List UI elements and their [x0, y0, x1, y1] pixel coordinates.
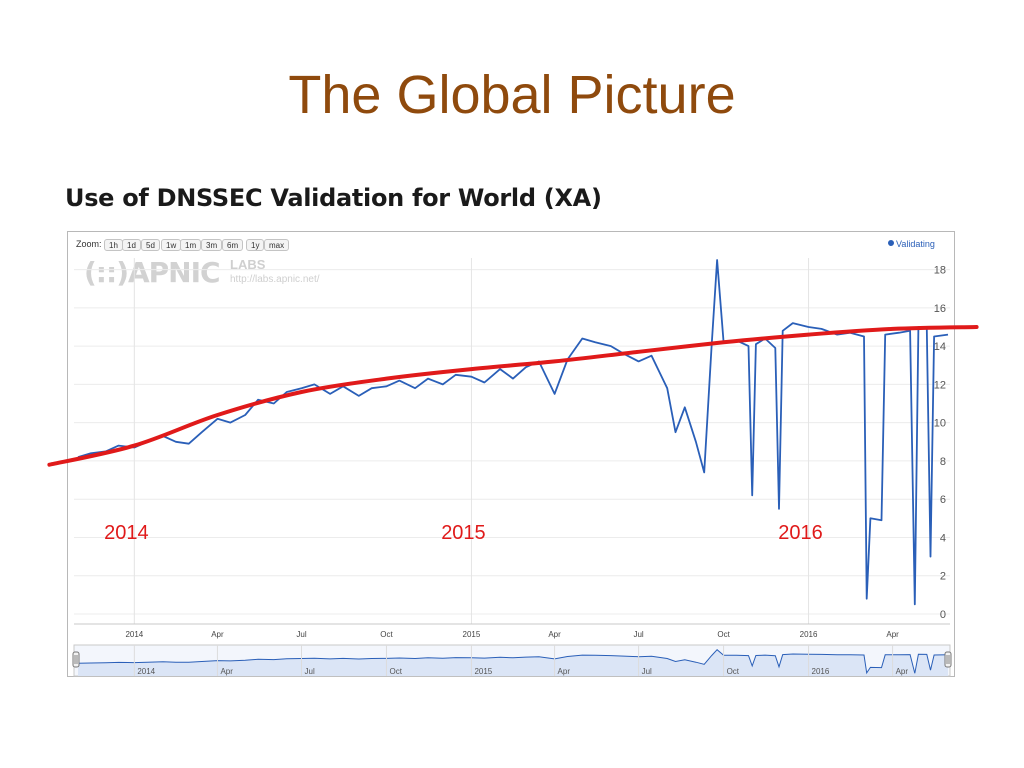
zoom-button-1y[interactable]: 1y — [246, 239, 265, 251]
year-annotation-2016: 2016 — [778, 522, 823, 544]
year-annotation-2015: 2015 — [441, 522, 486, 544]
navigator-handle-left[interactable] — [72, 651, 80, 668]
x-tick-label: 2016 — [800, 630, 818, 639]
y-tick-label: 10 — [934, 418, 946, 430]
legend-marker — [888, 240, 894, 246]
zoom-label: Zoom: — [76, 239, 102, 249]
navigator-area — [78, 649, 948, 676]
x-tick-label: Jul — [296, 630, 306, 639]
series-layer — [77, 259, 949, 606]
chart-heading: Use of DNSSEC Validation for World (XA) — [65, 184, 602, 212]
navigator-tick-label: 2015 — [474, 667, 492, 676]
x-tick-label: 2015 — [463, 630, 481, 639]
navigator-tick-label: Apr — [220, 667, 233, 676]
x-tick-label: Apr — [211, 630, 224, 639]
zoom-button-5d[interactable]: 5d — [141, 239, 160, 251]
navigator-tick-label: Apr — [896, 667, 909, 676]
y-tick-label: 4 — [940, 532, 946, 544]
navigator-tick-label: 2016 — [812, 667, 830, 676]
chart-frame — [67, 231, 955, 677]
y-tick-label: 8 — [940, 456, 946, 468]
apnic-logo-labs: LABS — [230, 257, 266, 272]
y-tick-label: 2 — [940, 571, 946, 583]
grid-layer — [74, 258, 950, 624]
y-tick-label: 14 — [934, 341, 946, 353]
apnic-logo-url: http://labs.apnic.net/ — [230, 274, 320, 285]
x-tick-label: Oct — [717, 630, 730, 639]
legend-label: Validating — [896, 239, 935, 249]
trend-line — [47, 325, 979, 467]
x-tick-label: Apr — [548, 630, 561, 639]
x-tick-label: 2014 — [125, 630, 143, 639]
navigator-tick-label: 2014 — [137, 667, 155, 676]
y-tick-label: 18 — [934, 265, 946, 277]
zoom-button-3m[interactable]: 3m — [201, 239, 223, 251]
trend-layer — [47, 325, 979, 467]
x-tick-label: Oct — [380, 630, 393, 639]
zoom-button-6m[interactable]: 6m — [222, 239, 244, 251]
year-annotation-2014: 2014 — [104, 522, 149, 544]
navigator-line — [77, 649, 949, 675]
navigator-tick-label: Jul — [642, 667, 652, 676]
apnic-logo-mark: (::)APNIC — [84, 256, 221, 289]
navigator-tick-label: Oct — [389, 667, 402, 676]
navigator-tick-label: Jul — [305, 667, 315, 676]
axis-layer: 0 2 4 6 8 10 12 14 16 18 2014 Apr Jul Oct 2015 Apr Jul Oc… — [74, 265, 950, 639]
zoom-button-max[interactable]: max — [264, 239, 290, 251]
navigator-handle-right[interactable] — [944, 651, 952, 668]
apnic-labs-logo: (::)APNIC LABS http://labs.apnic.net/ — [84, 256, 384, 292]
x-tick-label: Apr — [886, 630, 899, 639]
legend[interactable]: Validating — [888, 239, 935, 249]
navigator-layer: 2014 Apr Jul Oct 2015 Apr Jul Oct 2016 Apr — [72, 644, 952, 677]
y-tick-label: 12 — [934, 379, 946, 391]
navigator-tick-label: Oct — [727, 667, 740, 676]
navigator-tick-label: Apr — [558, 667, 571, 676]
slide-title: The Global Picture — [288, 65, 736, 125]
y-tick-label: 0 — [940, 609, 946, 621]
zoom-button-1m[interactable]: 1m — [180, 239, 202, 251]
zoom-button-1d[interactable]: 1d — [122, 239, 141, 251]
annotation-layer: 2014 2015 2016 — [104, 522, 823, 544]
series-line-0 — [77, 259, 949, 606]
y-tick-label: 16 — [934, 303, 946, 315]
x-tick-label: Jul — [633, 630, 643, 639]
y-tick-label: 6 — [940, 494, 946, 506]
